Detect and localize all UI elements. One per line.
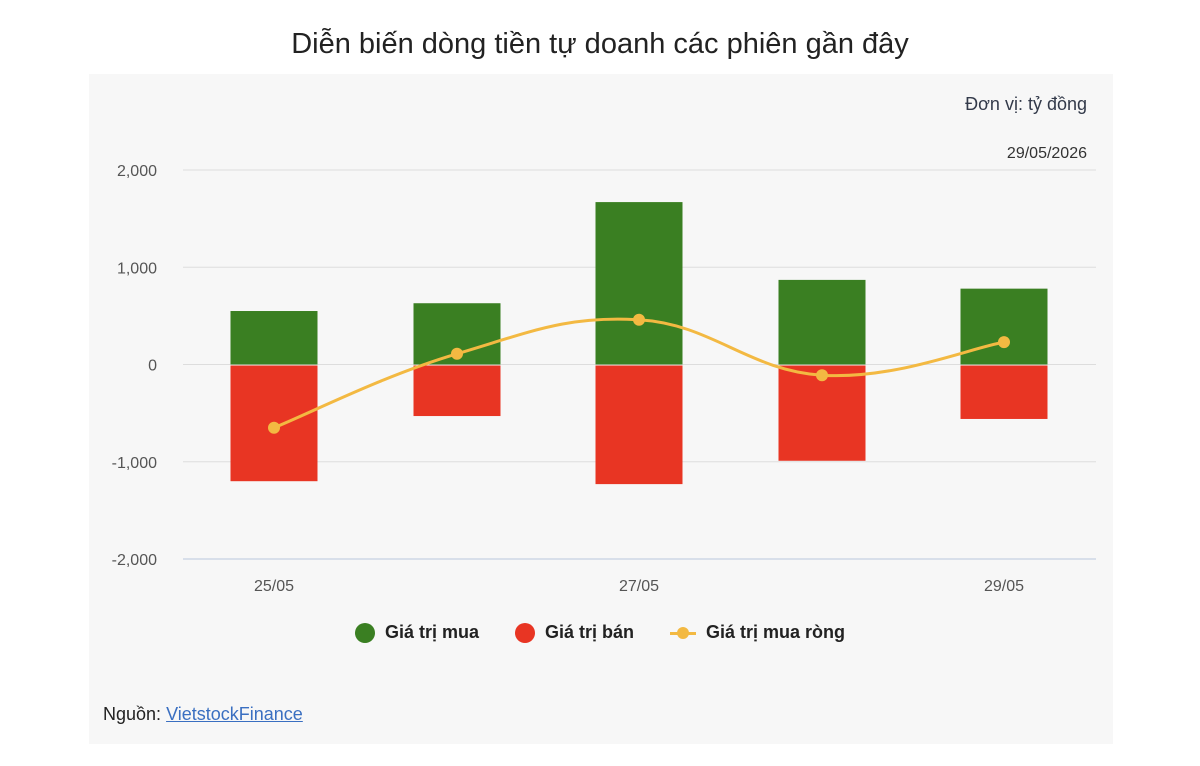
legend-sell-marker	[514, 622, 535, 643]
point-net	[268, 421, 280, 434]
x-tick-label: 25/05	[254, 578, 294, 595]
bar-buy	[960, 288, 1048, 365]
point-net	[451, 347, 463, 360]
bar-sell	[960, 365, 1048, 419]
legend-item-buy[interactable]: Giá trị mua	[354, 622, 479, 643]
point-net	[998, 336, 1010, 349]
legend-sell-label: Giá trị bán	[544, 622, 634, 642]
bar-buy	[778, 279, 866, 365]
x-tick-label: 27/05	[619, 578, 659, 595]
legend-item-net[interactable]: Giá trị mua ròng	[670, 622, 845, 643]
y-tick-label: 2,000	[117, 163, 157, 180]
bar-buy	[230, 311, 318, 365]
bar-sell	[595, 365, 683, 485]
point-net	[816, 369, 828, 382]
y-tick-label: -2,000	[112, 552, 157, 569]
legend: Giá trị mua Giá trị bán Giá trị mua ròng	[0, 622, 1200, 643]
bar-sell	[778, 365, 866, 461]
point-net	[633, 313, 645, 326]
legend-item-sell[interactable]: Giá trị bán	[514, 622, 634, 643]
legend-net-marker	[670, 623, 696, 643]
source-label: Nguồn:	[103, 704, 162, 724]
legend-buy-label: Giá trị mua	[384, 622, 479, 642]
unit-label: Đơn vị: tỷ đồng	[965, 94, 1087, 114]
date-label: 29/05/2026	[1006, 145, 1087, 162]
y-tick-label: -1,000	[112, 455, 157, 472]
bar-buy	[595, 202, 683, 365]
y-tick-label: 0	[148, 358, 157, 375]
x-tick-label: 29/05	[984, 578, 1024, 595]
source-note: Nguồn: VietstockFinance	[103, 704, 303, 725]
bar-sell	[413, 365, 501, 417]
y-tick-label: 1,000	[117, 260, 157, 277]
legend-buy-marker	[354, 622, 375, 643]
legend-net-label: Giá trị mua ròng	[706, 622, 846, 642]
chart-title: Diễn biến dòng tiền tự doanh các phiên g…	[291, 28, 909, 60]
source-link[interactable]: VietstockFinance	[166, 704, 303, 724]
